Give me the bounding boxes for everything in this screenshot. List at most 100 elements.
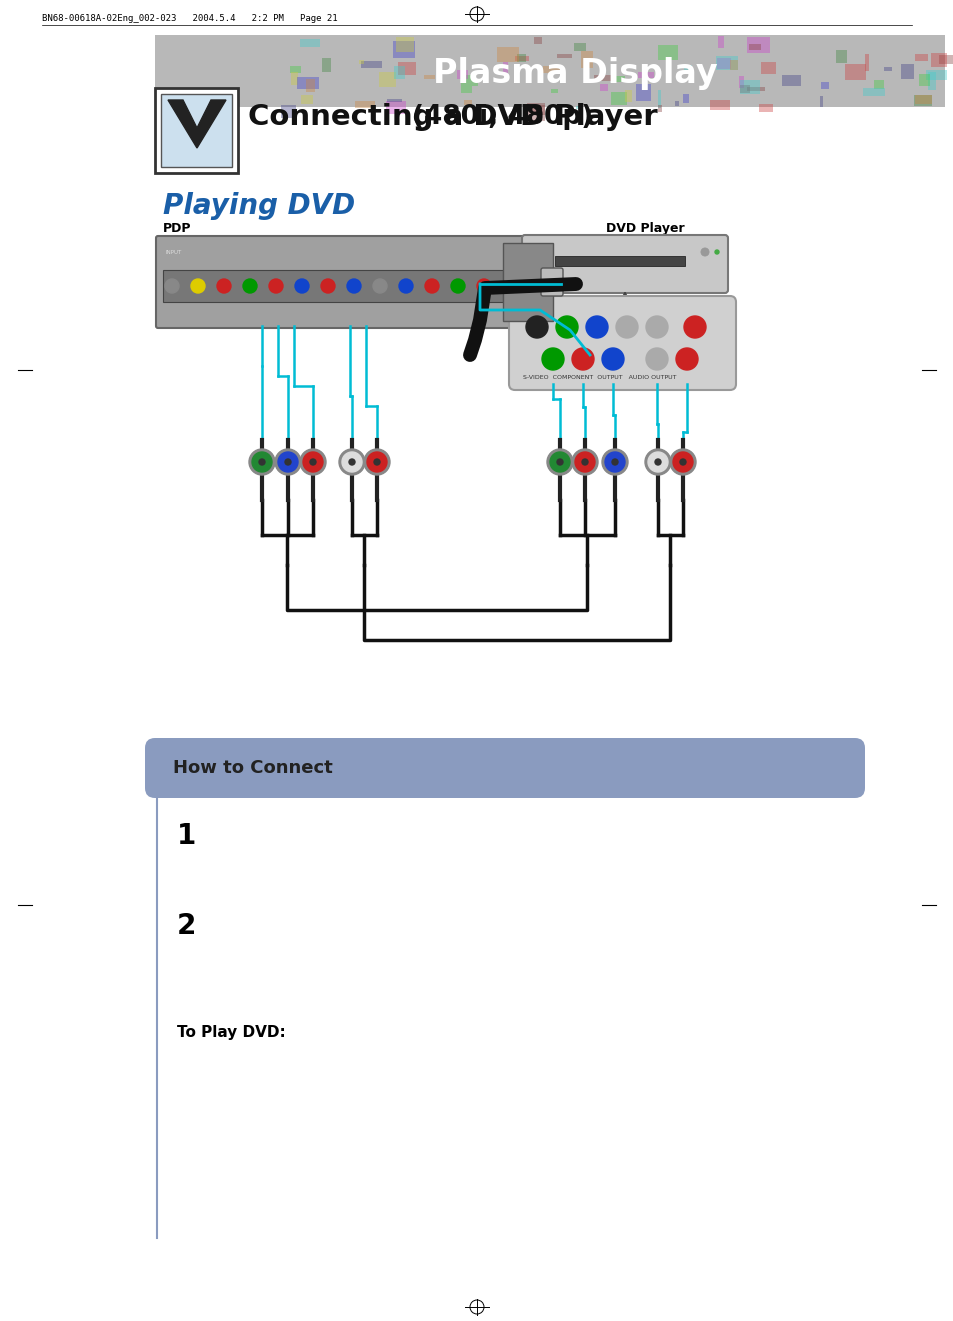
Circle shape xyxy=(274,449,301,476)
Bar xyxy=(163,269,502,303)
Text: To Play DVD:: To Play DVD: xyxy=(177,1025,286,1041)
Bar xyxy=(300,95,313,104)
Circle shape xyxy=(269,279,283,293)
Bar xyxy=(355,100,375,107)
Circle shape xyxy=(647,452,667,472)
Circle shape xyxy=(364,449,390,476)
Bar xyxy=(517,54,525,62)
Bar xyxy=(397,62,416,75)
Bar xyxy=(161,94,232,166)
Bar xyxy=(154,89,237,173)
Circle shape xyxy=(373,279,387,293)
Circle shape xyxy=(277,452,297,472)
Bar xyxy=(636,83,651,100)
Bar xyxy=(729,59,738,70)
Bar xyxy=(359,59,364,65)
Bar xyxy=(746,37,769,53)
Circle shape xyxy=(550,452,569,472)
Bar xyxy=(574,44,586,52)
Circle shape xyxy=(683,316,705,338)
Circle shape xyxy=(165,279,179,293)
Circle shape xyxy=(557,458,562,465)
Bar xyxy=(718,37,723,48)
Circle shape xyxy=(616,316,638,338)
Bar xyxy=(759,104,772,112)
Bar xyxy=(844,65,865,81)
Circle shape xyxy=(341,452,361,472)
Circle shape xyxy=(476,279,491,293)
Circle shape xyxy=(294,279,309,293)
Bar xyxy=(305,79,315,92)
Circle shape xyxy=(243,279,256,293)
Bar xyxy=(638,71,653,78)
Text: Connecting a DVD Player: Connecting a DVD Player xyxy=(248,103,667,131)
Bar xyxy=(463,99,471,104)
Circle shape xyxy=(249,449,274,476)
Bar xyxy=(502,243,553,321)
Circle shape xyxy=(572,449,598,476)
Circle shape xyxy=(601,347,623,370)
Bar xyxy=(394,66,405,79)
Bar xyxy=(456,70,467,79)
Circle shape xyxy=(679,458,685,465)
Bar xyxy=(835,50,846,63)
Bar xyxy=(739,75,743,89)
FancyBboxPatch shape xyxy=(540,268,562,296)
Bar xyxy=(280,106,295,118)
Bar xyxy=(740,81,760,94)
Circle shape xyxy=(585,316,607,338)
Bar xyxy=(532,104,544,120)
Bar xyxy=(913,95,931,106)
Circle shape xyxy=(601,449,627,476)
Bar xyxy=(555,256,684,266)
Text: BN68-00618A-02Eng_002-023   2004.5.4   2:2 PM   Page 21: BN68-00618A-02Eng_002-023 2004.5.4 2:2 P… xyxy=(42,15,337,22)
Circle shape xyxy=(644,449,670,476)
Bar xyxy=(925,70,946,79)
Bar xyxy=(740,85,749,92)
Bar xyxy=(624,90,631,102)
Bar xyxy=(927,73,936,90)
Circle shape xyxy=(645,347,667,370)
Bar xyxy=(819,96,822,107)
Bar xyxy=(576,106,582,108)
Text: (480i, 480p): (480i, 480p) xyxy=(412,104,593,129)
Bar xyxy=(682,94,688,103)
Bar xyxy=(658,45,677,61)
Bar xyxy=(290,66,301,73)
Bar xyxy=(395,37,414,53)
Text: Plasma Display: Plasma Display xyxy=(433,57,717,90)
Bar xyxy=(557,54,572,58)
Circle shape xyxy=(367,452,387,472)
Circle shape xyxy=(669,449,696,476)
Bar xyxy=(914,95,931,103)
Bar xyxy=(900,63,913,79)
Bar xyxy=(760,62,776,74)
Bar xyxy=(914,54,927,61)
Polygon shape xyxy=(168,100,226,148)
Circle shape xyxy=(216,279,231,293)
Circle shape xyxy=(672,452,692,472)
Bar xyxy=(527,103,544,115)
Bar xyxy=(873,81,883,89)
Bar xyxy=(610,92,626,106)
Circle shape xyxy=(612,458,618,465)
Circle shape xyxy=(191,279,205,293)
Bar xyxy=(360,61,381,67)
Circle shape xyxy=(310,458,315,465)
Bar xyxy=(781,75,800,86)
Circle shape xyxy=(285,458,291,465)
Bar xyxy=(386,99,401,102)
Text: INPUT: INPUT xyxy=(166,250,182,255)
Bar xyxy=(297,77,319,89)
Circle shape xyxy=(655,458,660,465)
Bar xyxy=(300,38,319,48)
Bar xyxy=(929,53,946,67)
Bar xyxy=(717,58,730,69)
Bar xyxy=(461,75,472,92)
Bar xyxy=(593,75,610,81)
Bar xyxy=(657,90,660,108)
Bar xyxy=(862,89,884,96)
Circle shape xyxy=(347,279,360,293)
Bar xyxy=(497,46,518,62)
Bar xyxy=(502,62,507,74)
